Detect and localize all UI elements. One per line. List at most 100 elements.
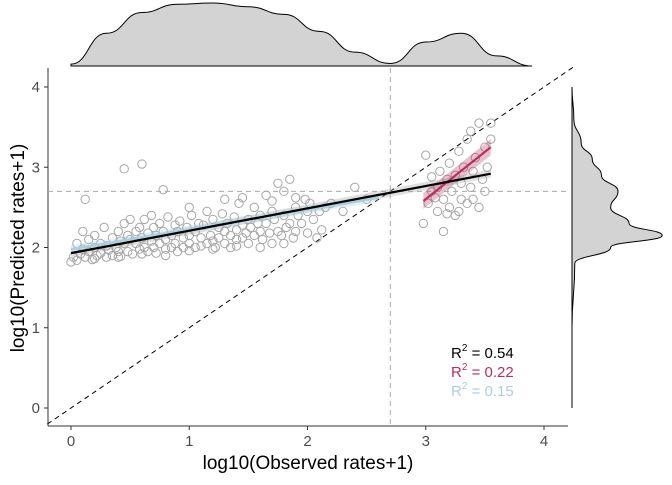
data-point (202, 238, 212, 249)
data-point (465, 182, 476, 193)
data-point (465, 126, 476, 136)
data-point (261, 218, 271, 229)
data-point (462, 134, 472, 144)
data-point (480, 186, 490, 197)
y-tick-label: 3 (32, 159, 40, 176)
data-point (178, 233, 189, 243)
data-point (208, 244, 218, 254)
data-point (214, 233, 224, 243)
x-tick-label: 0 (67, 433, 75, 450)
data-point (139, 214, 150, 225)
data-point (231, 225, 242, 235)
data-point (134, 244, 145, 254)
x-tick-label: 4 (540, 433, 548, 450)
data-point (279, 210, 289, 221)
data-point (285, 174, 295, 184)
data-point (261, 190, 271, 201)
data-point (151, 248, 161, 258)
data-point (99, 222, 109, 233)
data-point (442, 209, 452, 219)
regression-fits (70, 139, 492, 258)
data-point (89, 230, 100, 241)
data-point (279, 186, 289, 197)
data-point (444, 202, 455, 213)
data-point (418, 218, 429, 229)
marginal-x-density-area (70, 2, 533, 67)
data-point (113, 226, 124, 237)
data-point (196, 241, 206, 251)
fit-line (422, 146, 492, 202)
data-point (435, 166, 445, 176)
data-point (296, 218, 307, 229)
data-point (257, 234, 268, 245)
data-point (438, 194, 449, 205)
data-point (154, 218, 165, 229)
data-point (190, 242, 200, 253)
data-point (486, 134, 496, 144)
data-point (72, 255, 82, 266)
data-point (202, 206, 212, 217)
data-point (158, 185, 168, 195)
x-tick-label: 1 (185, 433, 193, 450)
fit-line (70, 172, 491, 255)
y-tick-label: 4 (32, 79, 40, 96)
r2-superscript: 2 (462, 381, 468, 392)
y-axis-title: log10(Predicted rates+1) (8, 144, 29, 353)
data-point (432, 206, 443, 217)
data-point (220, 194, 230, 205)
data-point (160, 250, 171, 261)
x-axis-title: log10(Observed rates+1) (203, 453, 414, 474)
identity-line (47, 66, 574, 425)
data-point (350, 182, 360, 193)
marginal-x-density (70, 2, 533, 67)
data-point (119, 218, 129, 229)
r2-value: = 0.15 (467, 383, 513, 400)
data-point (458, 162, 469, 172)
data-point (134, 222, 145, 233)
data-point (205, 230, 216, 241)
data-point (462, 198, 472, 209)
r2-value: = 0.54 (467, 345, 513, 362)
data-point (423, 198, 433, 209)
r2-symbol: R (451, 383, 462, 400)
r2-label: R2 = 0.15 (451, 381, 514, 400)
data-point (273, 178, 283, 189)
data-point (290, 226, 301, 237)
data-point (444, 158, 455, 168)
data-point (474, 118, 484, 128)
data-point (249, 230, 259, 241)
data-point (237, 193, 248, 203)
data-point (267, 238, 277, 249)
data-point (290, 193, 301, 203)
data-point (225, 242, 236, 253)
data-point (237, 233, 248, 243)
data-point (146, 210, 157, 221)
data-point (175, 216, 185, 226)
data-point (208, 214, 218, 225)
data-point (456, 194, 466, 205)
data-point (125, 214, 135, 225)
data-point (454, 146, 464, 156)
r2-symbol: R (451, 364, 462, 381)
data-point (160, 244, 171, 254)
data-point (101, 252, 112, 262)
r2-label: R2 = 0.54 (451, 343, 514, 362)
data-point (210, 242, 220, 253)
x-axis-ticks: 0 1 2 3 4 (67, 426, 548, 450)
data-point (137, 249, 147, 259)
data-point (470, 152, 481, 163)
data-point (246, 222, 256, 233)
data-point (438, 226, 449, 237)
data-point (338, 206, 348, 217)
data-point (80, 194, 90, 205)
data-point (186, 210, 197, 221)
data-point (426, 172, 437, 182)
data-point (119, 164, 129, 174)
data-point (123, 246, 133, 257)
data-point (172, 246, 183, 257)
data-point (231, 234, 242, 245)
data-point (468, 194, 478, 205)
data-point (279, 238, 289, 249)
reference-lines (47, 66, 574, 426)
x-tick-label: 3 (422, 433, 430, 450)
